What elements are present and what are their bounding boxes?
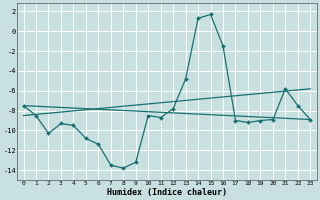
X-axis label: Humidex (Indice chaleur): Humidex (Indice chaleur) (107, 188, 227, 197)
